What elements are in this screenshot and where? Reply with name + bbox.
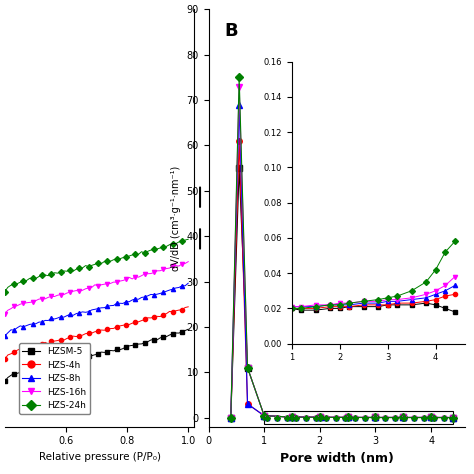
Legend: HZSM-5, HZS-4h, HZS-8h, HZS-16h, HZS-24h: HZSM-5, HZS-4h, HZS-8h, HZS-16h, HZS-24h bbox=[19, 344, 91, 414]
Bar bbox=[264, 411, 454, 424]
X-axis label: Relative pressure (P/P₀): Relative pressure (P/P₀) bbox=[38, 452, 161, 462]
X-axis label: Pore width (nm): Pore width (nm) bbox=[280, 452, 393, 465]
Y-axis label: dV/dD (cm³·g⁻¹·nm⁻¹): dV/dD (cm³·g⁻¹·nm⁻¹) bbox=[171, 165, 181, 271]
Text: B: B bbox=[224, 22, 237, 40]
